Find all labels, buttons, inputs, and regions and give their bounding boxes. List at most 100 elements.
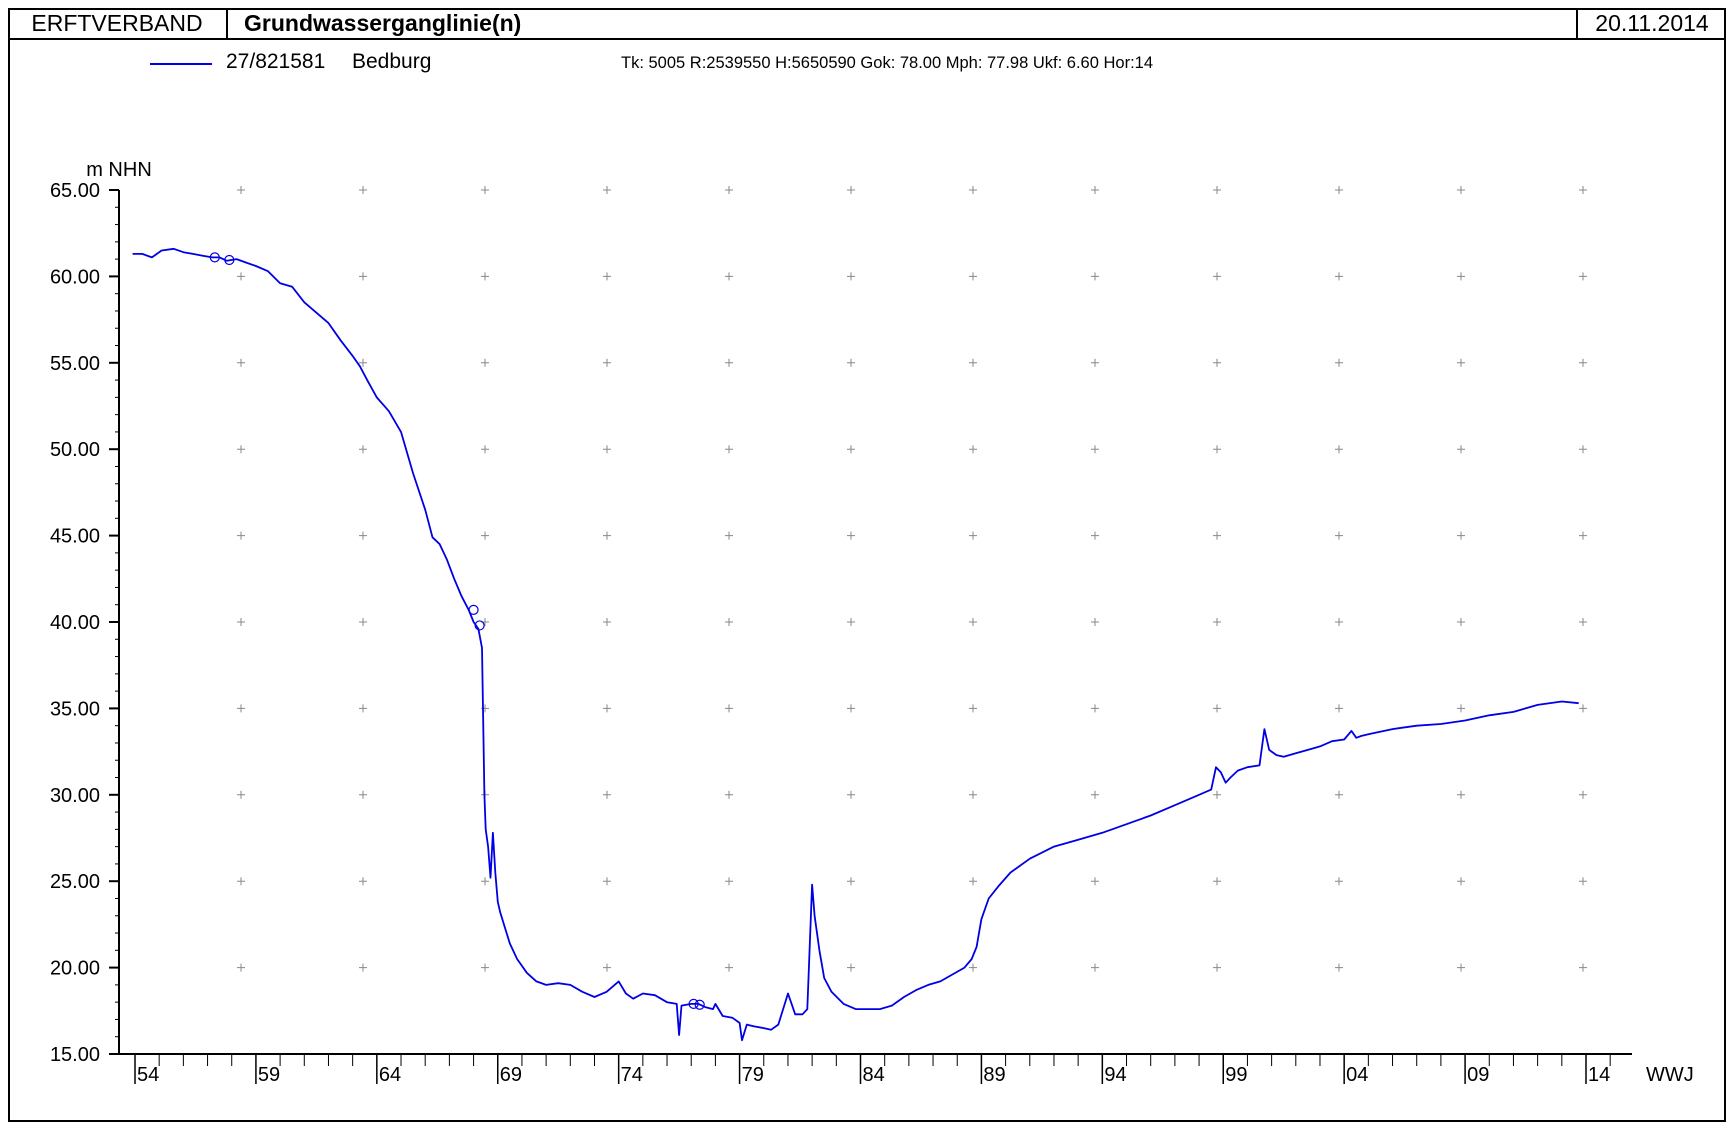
grid-plus-marker [1579,445,1587,454]
grid-plus-marker [359,186,367,194]
grid-plus-marker [359,272,367,281]
grid-plus-marker [1579,272,1587,281]
x-tick-label: 59 [258,1064,280,1086]
grid-plus-marker [603,790,611,799]
y-tick-label: 45.00 [50,526,100,548]
grid-plus-marker [481,963,489,972]
grid-plus-marker [603,704,611,713]
grid-plus-marker [1213,186,1221,194]
grid-plus-marker [1457,272,1465,281]
grid-plus-marker [603,272,611,281]
grid-plus-marker [1579,790,1587,799]
grid-plus-marker [603,963,611,972]
grid-plus-marker [1091,531,1099,540]
grid-plus-marker [1457,445,1465,454]
grid-plus-marker [237,877,245,886]
data-point-marker [468,604,479,616]
grid-plus-marker [1091,963,1099,972]
grid-plus-marker [1091,618,1099,626]
grid-plus-marker [1457,531,1465,540]
grid-plus-marker [1579,358,1587,367]
grid-plus-marker [1335,445,1343,454]
grid-plus-marker [237,618,245,626]
grid-plus-marker [1091,272,1099,281]
grid-plus-marker [725,272,733,281]
grid-plus-marker [603,618,611,626]
grid-plus-marker [1335,877,1343,886]
grid-plus-marker [1579,618,1587,626]
grid-plus-marker [969,790,977,799]
organization-name: ERFTVERBAND [8,8,228,38]
grid-plus-marker [481,358,489,367]
grid-plus-marker [1335,186,1343,194]
x-tick-label: 74 [621,1064,643,1086]
y-tick-label: 65.00 [50,180,100,202]
y-tick-label: 30.00 [50,785,100,807]
grid-plus-marker [359,358,367,367]
grid-plus-marker [725,618,733,626]
grid-plus-marker [237,272,245,281]
grid-plus-marker [603,186,611,194]
grid-plus-marker [969,963,977,972]
grid-plus-marker [847,877,855,886]
grid-plus-marker [1213,531,1221,540]
x-tick-label: 84 [863,1064,885,1086]
grid-plus-marker [847,790,855,799]
grid-plus-marker [1091,445,1099,454]
grid-plus-marker [725,186,733,194]
grid-plus-marker [359,790,367,799]
grid-plus-marker [969,445,977,454]
grid-plus-marker [1335,618,1343,626]
grid-plus-marker [1579,877,1587,886]
grid-plus-marker [481,186,489,194]
grid-plus-marker [1335,704,1343,713]
chart-frame [8,8,1726,1122]
grid-plus-marker [1335,963,1343,972]
grid-plus-marker [1091,704,1099,713]
grid-plus-marker [359,445,367,454]
grid-plus-marker [1457,963,1465,972]
x-tick-label: 64 [379,1064,401,1086]
grid-plus-marker [1213,618,1221,626]
grid-plus-marker [1213,445,1221,454]
grid-plus-marker [1335,531,1343,540]
grid-plus-marker [603,358,611,367]
grid-plus-marker [1335,358,1343,367]
grid-plus-marker [237,963,245,972]
grid-plus-marker [725,790,733,799]
x-tick-label: 99 [1225,1064,1247,1086]
grid-plus-marker [237,358,245,367]
x-tick-label: 09 [1467,1064,1489,1086]
grid-plus-marker [359,704,367,713]
grid-plus-marker [1457,358,1465,367]
report-date: 20.11.2014 [1576,8,1726,38]
grid-plus-marker [481,531,489,540]
grid-plus-marker [1579,186,1587,194]
grid-plus-marker [1457,877,1465,886]
grid-plus-marker [1213,272,1221,281]
grid-plus-marker [1213,963,1221,972]
series-line [132,247,1579,1042]
grid-plus-marker [969,186,977,194]
grid-plus-marker [847,963,855,972]
grid-plus-marker [1213,358,1221,367]
x-tick-label: 04 [1346,1064,1368,1086]
grid-plus-marker [237,531,245,540]
grid-plus-marker [603,445,611,454]
grid-plus-marker [1335,790,1343,799]
grid-plus-marker [969,531,977,540]
header-bar: ERFTVERBAND Grundwasserganglinie(n) 20.1… [8,8,1726,40]
y-tick-label: 20.00 [50,958,100,980]
grid-plus-marker [725,704,733,713]
grid-plus-marker [1213,790,1221,799]
grid-plus-marker [1579,531,1587,540]
data-point-marker [224,254,235,266]
grid-plus-marker [969,272,977,281]
grid-plus-marker [847,618,855,626]
data-point-marker [474,620,485,631]
y-tick-label: 35.00 [50,698,100,720]
x-tick-label: 79 [742,1064,764,1086]
y-tick-label: 15.00 [50,1044,100,1066]
x-tick-label: 69 [500,1064,522,1086]
